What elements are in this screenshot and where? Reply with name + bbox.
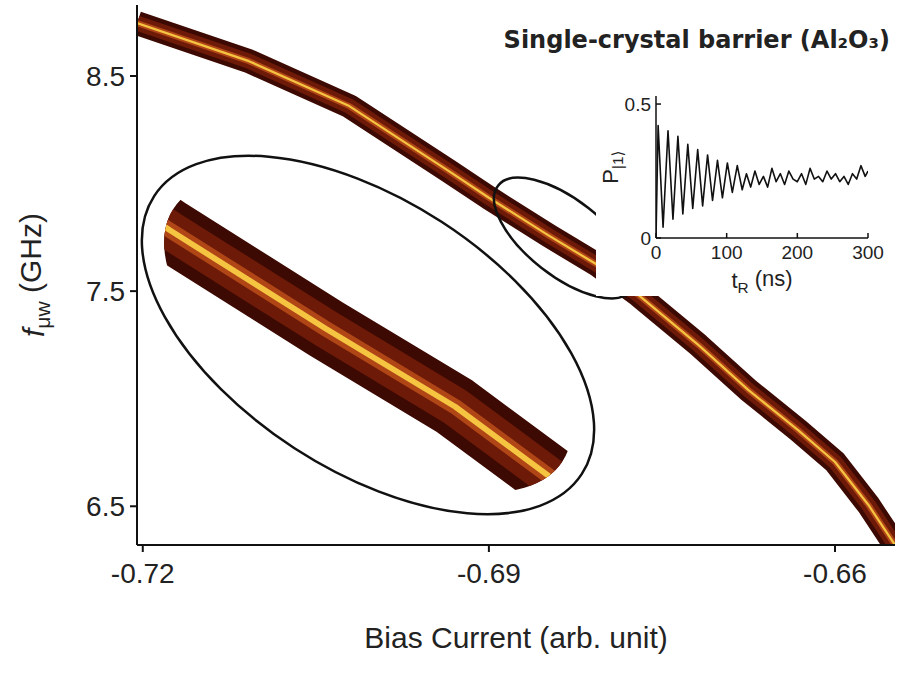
inset-ground: [596, 84, 890, 296]
label-main: P: [598, 169, 623, 184]
x-tick-label: -0.66: [803, 558, 867, 589]
y-tick-label: 8.5: [86, 61, 125, 92]
x-tick-label: -0.72: [111, 558, 175, 589]
inset-plot-area: [656, 125, 868, 238]
strip-band: [0, 0, 900, 674]
inset-y-tick-label: 0.5: [625, 94, 651, 115]
x-tick: [488, 545, 490, 552]
y-axis: [136, 5, 138, 545]
y-tick: [130, 290, 137, 292]
inset-y-tick: [656, 103, 661, 105]
inset-x-tick: [797, 233, 799, 238]
inset-x-tick-label: 0: [651, 242, 662, 263]
title: Single-crystal barrier (Al₂O₃): [504, 26, 890, 54]
strip-mid: [0, 0, 900, 674]
zoom-view: [0, 0, 900, 674]
inset-x-tick-label: 300: [852, 242, 884, 263]
inset-x-tick-label: 200: [781, 242, 813, 263]
zoom-content: [0, 0, 900, 674]
inset-x-tick: [655, 233, 657, 238]
y-tick-label: 6.5: [86, 491, 125, 522]
x-tick: [834, 545, 836, 552]
label-sub: μw: [31, 301, 54, 329]
inset-y-tick-label: 0: [640, 228, 651, 249]
label-sub: R: [738, 279, 749, 296]
label-rest: (ns): [749, 266, 793, 291]
x-tick-label: -0.69: [457, 558, 521, 589]
label-rest: (GHz): [14, 213, 47, 301]
resonance-line-zoom: [0, 0, 900, 674]
inset-y-axis: [655, 96, 657, 238]
strip-glow: [0, 0, 900, 674]
y-tick: [130, 75, 137, 77]
y-tick: [130, 505, 137, 507]
x-axis: [137, 544, 895, 546]
x-tick: [142, 545, 144, 552]
y-axis-title: fμw (GHz): [14, 213, 54, 337]
inset-x-axis-title: tR (ns): [731, 266, 792, 296]
inset-x-tick: [726, 233, 728, 238]
zoom-frame: [81, 83, 656, 587]
inset-y-axis-title: P|1⟩: [598, 150, 626, 183]
figure: 6.5 7.5 8.5 -0.72 -0.69 -0.66 Bias Current (ar…: [0, 0, 900, 674]
label-sub: |1⟩: [609, 150, 626, 169]
x-axis-title: Bias Current (arb. unit): [364, 621, 667, 654]
rabi-line: [656, 125, 868, 238]
y-tick-label: 7.5: [86, 276, 125, 307]
inset-x-tick: [867, 233, 869, 238]
inset-x-tick-label: 100: [711, 242, 743, 263]
inset-x-axis: [656, 237, 868, 239]
